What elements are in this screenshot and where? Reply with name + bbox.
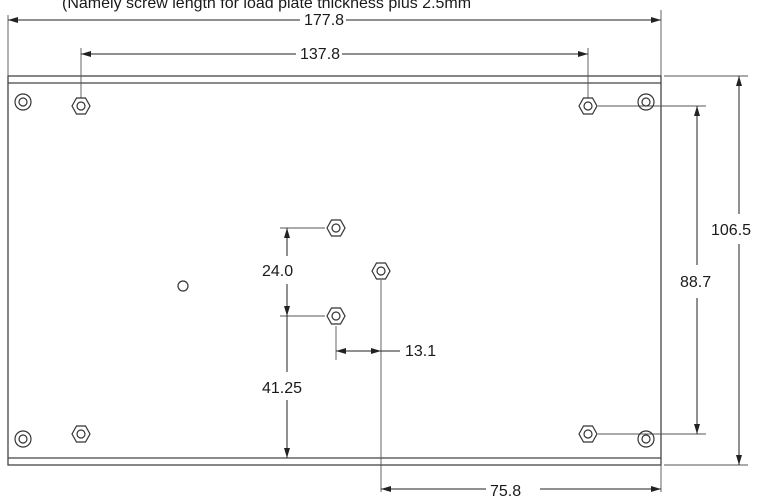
hex-standoff-bottom-right xyxy=(578,425,598,443)
dim-hole-spacing-x: 137.8 xyxy=(300,46,340,63)
hex-standoff-center-upper xyxy=(326,219,346,237)
hex-standoff-top-left xyxy=(71,97,91,115)
dimension-lines xyxy=(8,17,742,492)
extension-lines xyxy=(7,10,748,492)
corner-washer-top-right xyxy=(637,93,655,111)
dim-center-vertical-upper: 24.0 xyxy=(262,263,293,280)
plate-outline xyxy=(7,75,662,466)
corner-washer-bottom-right xyxy=(637,430,655,448)
hex-standoff-bottom-left xyxy=(71,425,91,443)
dim-overall-width: 177.8 xyxy=(304,12,344,29)
dim-overall-height: 106.5 xyxy=(711,222,751,239)
corner-washer-top-left xyxy=(14,93,32,111)
hex-standoff-center-lower xyxy=(326,307,346,325)
hex-standoff-center-right xyxy=(371,262,391,280)
screw-length-note: (Namely screw length for load plate thic… xyxy=(62,0,471,12)
small-hole xyxy=(177,280,189,292)
fasteners xyxy=(14,93,655,448)
dim-center-horizontal-offset: 13.1 xyxy=(405,343,436,360)
corner-washer-bottom-left xyxy=(14,430,32,448)
dim-right-offset: 75.8 xyxy=(490,483,521,497)
dimension-labels: 177.8 137.8 106.5 88.7 24.0 41.25 13.1 7… xyxy=(262,10,751,497)
dim-center-vertical-lower: 41.25 xyxy=(262,380,302,397)
hex-standoff-top-right xyxy=(578,97,598,115)
dim-hole-spacing-y: 88.7 xyxy=(680,274,711,291)
